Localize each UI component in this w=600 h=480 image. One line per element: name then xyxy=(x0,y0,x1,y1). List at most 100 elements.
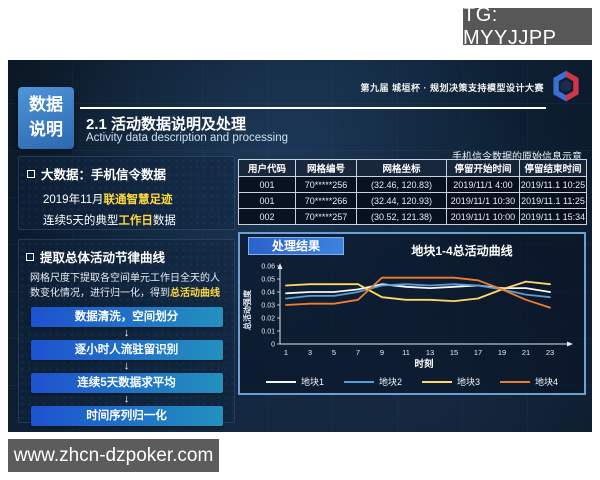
svg-text:5: 5 xyxy=(332,348,336,357)
workflow-step-3: 连续5天数据求平均 xyxy=(30,373,223,393)
svg-text:0.01: 0.01 xyxy=(261,329,275,336)
legend-line-swatch xyxy=(343,380,374,383)
legend-line-swatch xyxy=(422,380,452,383)
competition-logo-icon xyxy=(553,70,579,102)
workflow-step-1: 数据清洗，空间划分 xyxy=(30,307,223,327)
cell-user-code: 002 xyxy=(238,208,296,225)
cell-grid-id: 70*****256 xyxy=(295,176,357,193)
result-label-badge: 处理结果 xyxy=(248,237,344,255)
legend-label: 地块4 xyxy=(535,377,559,387)
workflow-panel: 提取总体活动节律曲线 网格尺度下提取各空间单元工作日全天的人数变化情况，进行归一… xyxy=(18,239,235,426)
legend-item-parcel1: 地块1 xyxy=(265,375,324,388)
website-watermark-badge: www.zhcn-dzpoker.com xyxy=(8,439,219,472)
slide-subtitle: Activity data description and processing xyxy=(86,132,288,144)
presentation-slide: 数据 说明 第九届 城垣杯 · 规划决策支持模型设计大赛 2.1 活动数据说明及… xyxy=(8,60,592,432)
down-arrow-icon: ↓ xyxy=(123,393,130,405)
col-header-end-time: 停留结束时间 xyxy=(519,159,587,177)
workflow-description: 网格尺度下提取各空间单元工作日全天的人数变化情况，进行归一化，得到总活动曲线 xyxy=(30,271,225,301)
tg-watermark-badge: TG: MYYJJPP xyxy=(463,4,592,49)
table-caption-note: 手机信令数据的原始信息示意 xyxy=(452,152,582,163)
svg-text:总活动强度: 总活动强度 xyxy=(242,289,252,330)
svg-text:11: 11 xyxy=(402,348,410,357)
signaling-data-table: 用户代码 网格编号 网格坐标 停留开始时间 停留结束时间 001 70*****… xyxy=(238,159,587,225)
svg-text:时刻: 时刻 xyxy=(414,358,433,370)
bigdata-line1-text: 2019年11月 xyxy=(43,194,104,206)
cell-end-time: 2019/11.1 10:25 xyxy=(519,176,587,193)
bigdata-heading: 大数据：手机信令数据 xyxy=(41,168,167,182)
chart-title: 地块1-4总活动曲线 xyxy=(411,244,513,258)
cell-grid-coord: (30.52, 121.38) xyxy=(356,208,447,225)
cell-user-code: 001 xyxy=(238,192,296,209)
cell-start-time: 2019/11/1 4:00 xyxy=(446,176,520,193)
activity-line-chart: 00.010.020.030.040.050.061 3 5 7 9 11 13 15 17 19… xyxy=(242,263,573,370)
svg-text:17: 17 xyxy=(474,348,482,357)
svg-text:21: 21 xyxy=(522,348,530,357)
cell-user-code: 001 xyxy=(238,176,296,193)
legend-line-swatch xyxy=(500,380,531,383)
col-header-grid-coord: 网格坐标 xyxy=(356,159,447,177)
table-row: 002 70*****257 (30.52, 121.38) 2019/11/1… xyxy=(238,208,587,225)
bigdata-line-1: 2019年11月联通智慧足迹 xyxy=(43,190,226,211)
legend-label: 地块1 xyxy=(300,377,324,387)
cell-grid-id: 70*****257 xyxy=(295,208,357,225)
legend-line-swatch xyxy=(265,380,296,383)
svg-text:1: 1 xyxy=(284,348,288,357)
workflow-heading-row: 提取总体活动节律曲线 xyxy=(26,247,227,266)
svg-text:0.03: 0.03 xyxy=(261,303,275,310)
workflow-step-2: 逐小时人流驻留识别 xyxy=(30,340,223,360)
chart-legend: 地块1 地块2 地块3 地块4 xyxy=(240,375,584,388)
bigdata-details: 2019年11月联通智慧足迹 连续5天的典型工作日数据 xyxy=(43,190,226,233)
cell-grid-coord: (32.44, 120.93) xyxy=(356,192,447,209)
svg-text:19: 19 xyxy=(498,348,506,357)
bigdata-line2-highlight: 工作日 xyxy=(118,215,153,228)
bigdata-line2-suffix: 数据 xyxy=(152,215,176,228)
workflow-step-4: 时间序列归一化 xyxy=(30,406,223,426)
legend-item-parcel3: 地块3 xyxy=(422,375,480,388)
svg-text:3: 3 xyxy=(308,348,312,357)
bigdata-heading-row: 大数据：手机信令数据 xyxy=(27,164,226,183)
cell-grid-id: 70*****266 xyxy=(295,192,357,209)
section-label-box: 数据 说明 xyxy=(18,87,74,149)
square-bullet-icon xyxy=(27,169,35,178)
bigdata-panel: 大数据：手机信令数据 2019年11月联通智慧足迹 连续5天的典型工作日数据 xyxy=(18,156,235,230)
workflow-description-text: 网格尺度下提取各空间单元工作日全天的人数变化情况，进行归一化，得到 xyxy=(30,273,220,299)
legend-label: 地块2 xyxy=(378,377,402,387)
section-label-line2: 说明 xyxy=(29,120,63,139)
down-arrow-icon: ↓ xyxy=(123,360,130,372)
table-row: 001 70*****266 (32.44, 120.93) 2019/11/1… xyxy=(238,192,587,209)
result-panel: 处理结果 地块1-4总活动曲线 0 0.01 0.02 0.03 0.04 0.05 0.0… xyxy=(238,232,586,395)
svg-text:23: 23 xyxy=(546,348,554,357)
svg-text:15: 15 xyxy=(450,348,458,357)
workflow-heading: 提取总体活动节律曲线 xyxy=(40,251,166,265)
legend-label: 地块3 xyxy=(457,377,481,387)
section-label-line1: 数据 xyxy=(29,95,63,115)
down-arrow-icon: ↓ xyxy=(123,327,130,339)
cell-end-time: 2019/11.1 15:34 xyxy=(519,208,587,225)
svg-text:0: 0 xyxy=(271,342,275,349)
slide-title: 2.1 活动数据说明及处理 xyxy=(86,116,247,133)
svg-text:13: 13 xyxy=(426,348,434,357)
legend-item-parcel2: 地块2 xyxy=(343,375,402,388)
col-header-user-code: 用户代码 xyxy=(238,159,296,177)
square-bullet-icon xyxy=(26,252,34,261)
col-header-grid-id: 网格编号 xyxy=(295,159,357,177)
bigdata-line2-text: 连续5天的典型 xyxy=(43,215,119,228)
col-header-start-time: 停留开始时间 xyxy=(446,159,520,177)
table-header-row: 用户代码 网格编号 网格坐标 停留开始时间 停留结束时间 xyxy=(238,159,587,177)
svg-text:0.02: 0.02 xyxy=(261,316,275,323)
header-divider-line xyxy=(80,107,546,109)
workflow-description-highlight: 总活动曲线 xyxy=(170,288,220,299)
cell-grid-coord: (32.46, 120.83) xyxy=(356,176,447,193)
legend-item-parcel4: 地块4 xyxy=(500,375,558,388)
svg-text:9: 9 xyxy=(380,348,384,357)
svg-text:0.06: 0.06 xyxy=(261,264,275,271)
table-row: 001 70*****256 (32.46, 120.83) 2019/11/1… xyxy=(238,176,587,193)
svg-text:0.04: 0.04 xyxy=(261,290,275,297)
cell-end-time: 2019/11.1 11:25 xyxy=(519,192,587,209)
competition-title: 第九届 城垣杯 · 规划决策支持模型设计大赛 xyxy=(360,83,544,93)
bigdata-line-2: 连续5天的典型工作日数据 xyxy=(43,211,226,232)
cell-start-time: 2019/11/1 10:00 xyxy=(446,208,520,225)
bigdata-line1-highlight: 联通智慧足迹 xyxy=(103,194,173,206)
svg-text:7: 7 xyxy=(356,348,360,357)
svg-text:0.05: 0.05 xyxy=(261,277,275,284)
